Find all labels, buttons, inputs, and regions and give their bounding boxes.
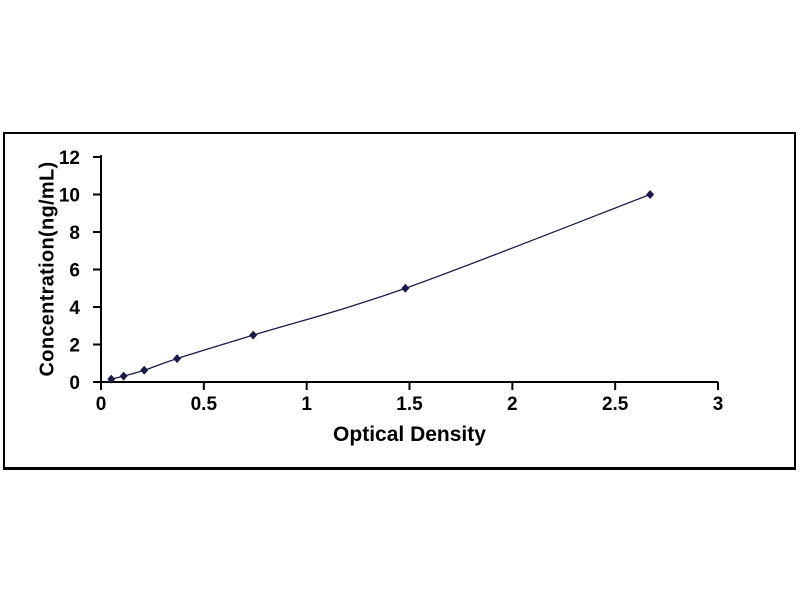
x-tick-label: 0 (96, 394, 107, 415)
chart-frame (3, 132, 796, 470)
x-tick-label: 1 (301, 394, 312, 415)
x-tick-label: 2 (507, 394, 518, 415)
data-point-marker (173, 354, 182, 364)
y-tick-label: 0 (69, 373, 80, 394)
y-tick-label: 2 (69, 336, 80, 357)
x-axis-label: Optical Density (333, 423, 486, 446)
y-axis-label: Concentration(ng/mL) (36, 161, 59, 377)
y-tick-label: 8 (69, 223, 80, 244)
data-point-marker (401, 283, 410, 293)
series-curve-line (111, 193, 651, 380)
data-point-marker (119, 371, 128, 381)
data-point-marker (249, 330, 258, 340)
x-tick-label: 3 (713, 394, 724, 415)
data-point-marker (646, 190, 655, 199)
data-point-marker (107, 374, 116, 384)
x-tick-label: 1.5 (396, 394, 423, 415)
x-tick-label: 2.5 (602, 394, 629, 415)
y-tick-label: 10 (59, 186, 80, 207)
x-tick-label: 0.5 (191, 394, 218, 415)
y-tick-label: 6 (69, 261, 80, 282)
y-tick-label: 12 (59, 148, 80, 169)
data-point-marker (140, 365, 149, 375)
y-tick-label: 4 (69, 298, 80, 319)
